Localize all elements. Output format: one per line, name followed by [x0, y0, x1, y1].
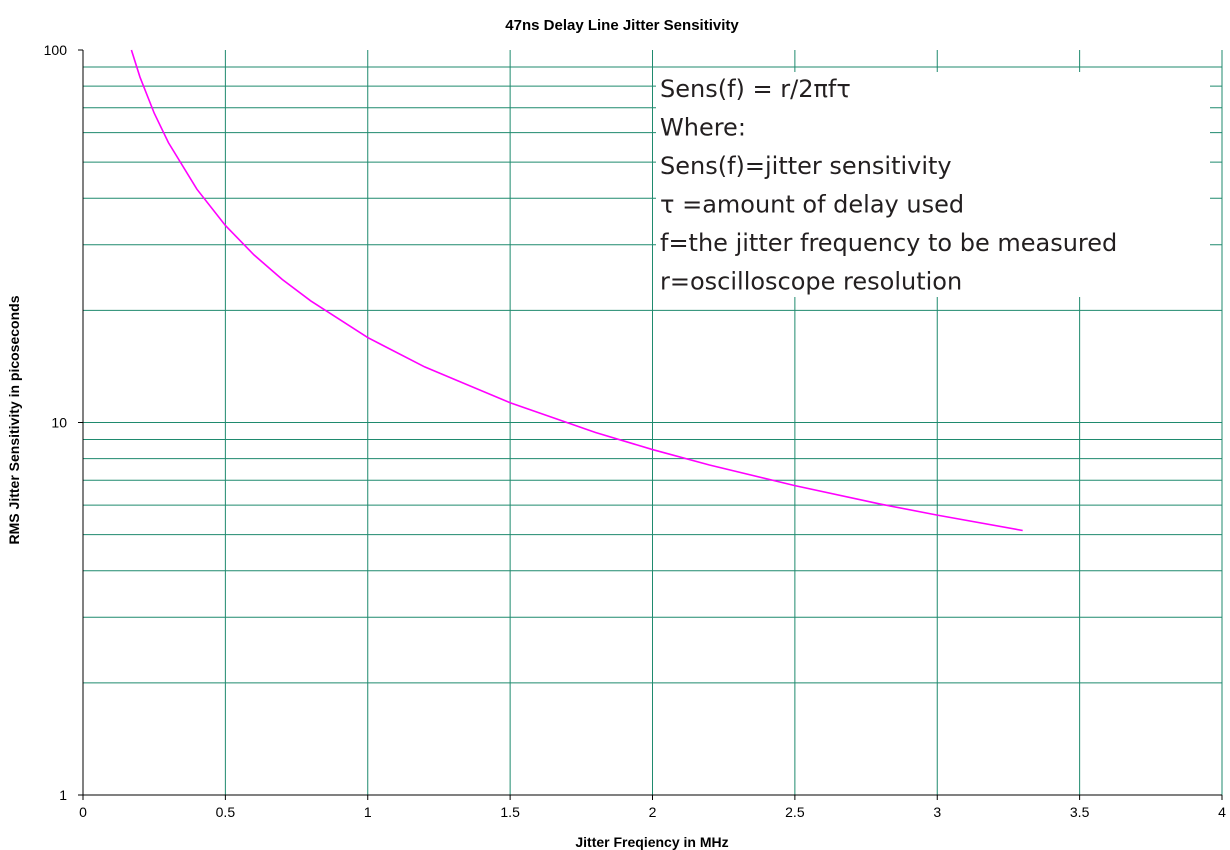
x-tick-label: 2.5	[785, 804, 805, 820]
x-tick-label: 0	[79, 804, 87, 820]
tick-labels: 0 0.5 1 1.5 2 2.5 3 3.5 4 1 10 100	[44, 42, 1226, 820]
y-tick-label: 100	[44, 42, 68, 58]
formula-line: Where:	[660, 114, 746, 142]
x-tick-label: 3	[933, 804, 941, 820]
series	[130, 49, 1023, 532]
series-line	[130, 49, 1023, 532]
formula-line: Sens(f) = r/2πfτ	[660, 75, 851, 103]
x-tick-label: 4	[1218, 804, 1226, 820]
formula-annotation: Sens(f) = r/2πfτ Where: Sens(f)=jitter sen…	[656, 72, 1210, 297]
x-tick-label: 1	[364, 804, 372, 820]
y-tick-label: 1	[59, 787, 67, 803]
formula-line: Sens(f)=jitter sensitivity	[660, 152, 952, 180]
formula-line: f=the jitter frequency to be measured	[660, 229, 1117, 257]
formula-line: r=oscilloscope resolution	[660, 268, 962, 296]
x-tick-label: 3.5	[1070, 804, 1090, 820]
x-tick-label: 1.5	[500, 804, 520, 820]
y-axis-label: RMS Jitter Sensitivity in picoseconds	[6, 295, 22, 544]
formula-box	[656, 72, 1210, 297]
formula-line: τ =amount of delay used	[660, 191, 964, 219]
x-axis-label: Jitter Freqiency in MHz	[575, 834, 728, 850]
x-tick-label: 2	[649, 804, 657, 820]
axes	[78, 49, 1223, 800]
x-tick-label: 0.5	[216, 804, 236, 820]
y-tick-label: 10	[51, 415, 67, 431]
chart-title: 47ns Delay Line Jitter Sensitivity	[505, 17, 739, 34]
